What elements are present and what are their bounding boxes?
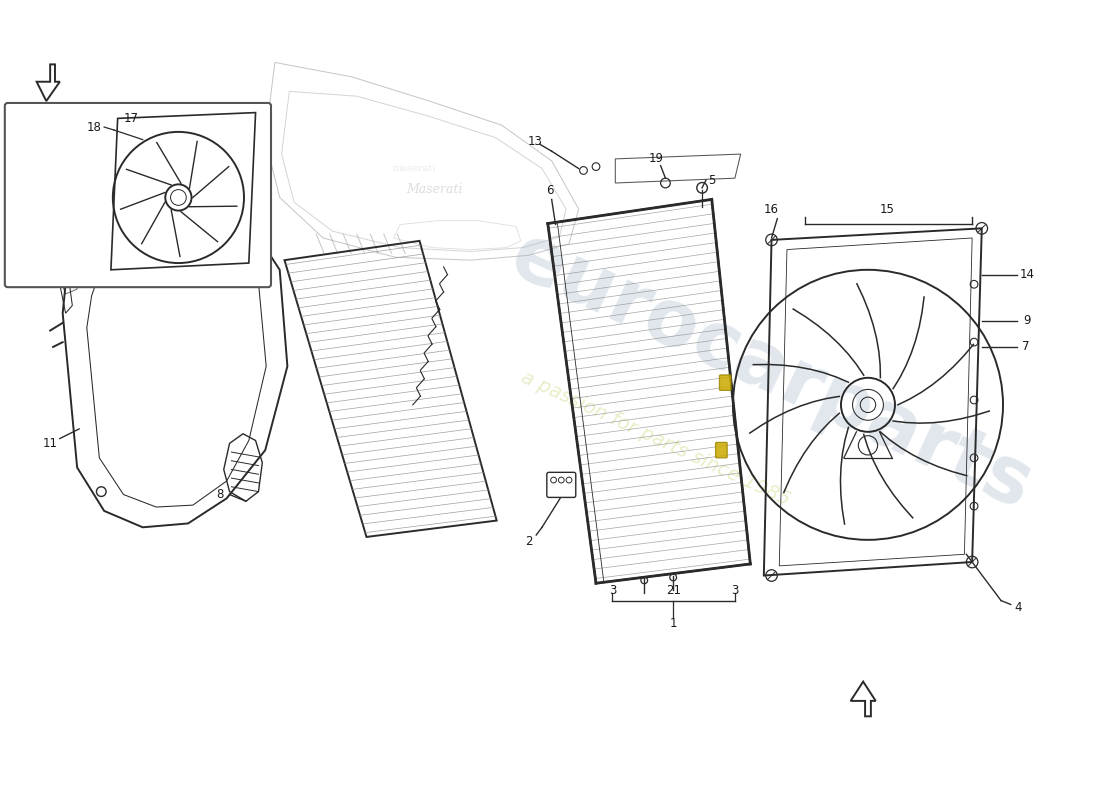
Text: 8: 8 (217, 488, 223, 501)
Text: 15: 15 (880, 202, 894, 215)
Text: 9: 9 (1023, 314, 1031, 327)
FancyBboxPatch shape (719, 375, 732, 390)
Text: 21: 21 (666, 585, 681, 598)
Text: 2: 2 (525, 535, 532, 548)
Text: 1: 1 (670, 618, 676, 630)
Text: 17: 17 (123, 112, 139, 125)
Text: 3: 3 (608, 585, 616, 598)
Text: 11: 11 (43, 437, 57, 450)
FancyBboxPatch shape (547, 472, 575, 498)
Text: 18: 18 (87, 121, 102, 134)
FancyBboxPatch shape (4, 103, 271, 287)
Text: 16: 16 (764, 202, 779, 215)
Text: 14: 14 (1020, 268, 1035, 281)
Text: Maserati: Maserati (406, 183, 462, 196)
Text: 6: 6 (546, 184, 553, 198)
Text: 19: 19 (648, 152, 663, 166)
FancyBboxPatch shape (716, 442, 727, 458)
Text: 3: 3 (732, 585, 738, 598)
Text: 13: 13 (528, 135, 542, 148)
Text: a passion for parts since 1985: a passion for parts since 1985 (518, 368, 793, 510)
Text: 4: 4 (1014, 601, 1022, 614)
Text: eurocarparts: eurocarparts (498, 217, 1044, 526)
Text: 5: 5 (708, 174, 715, 186)
Text: maserati: maserati (393, 164, 437, 173)
Text: 7: 7 (1022, 341, 1030, 354)
